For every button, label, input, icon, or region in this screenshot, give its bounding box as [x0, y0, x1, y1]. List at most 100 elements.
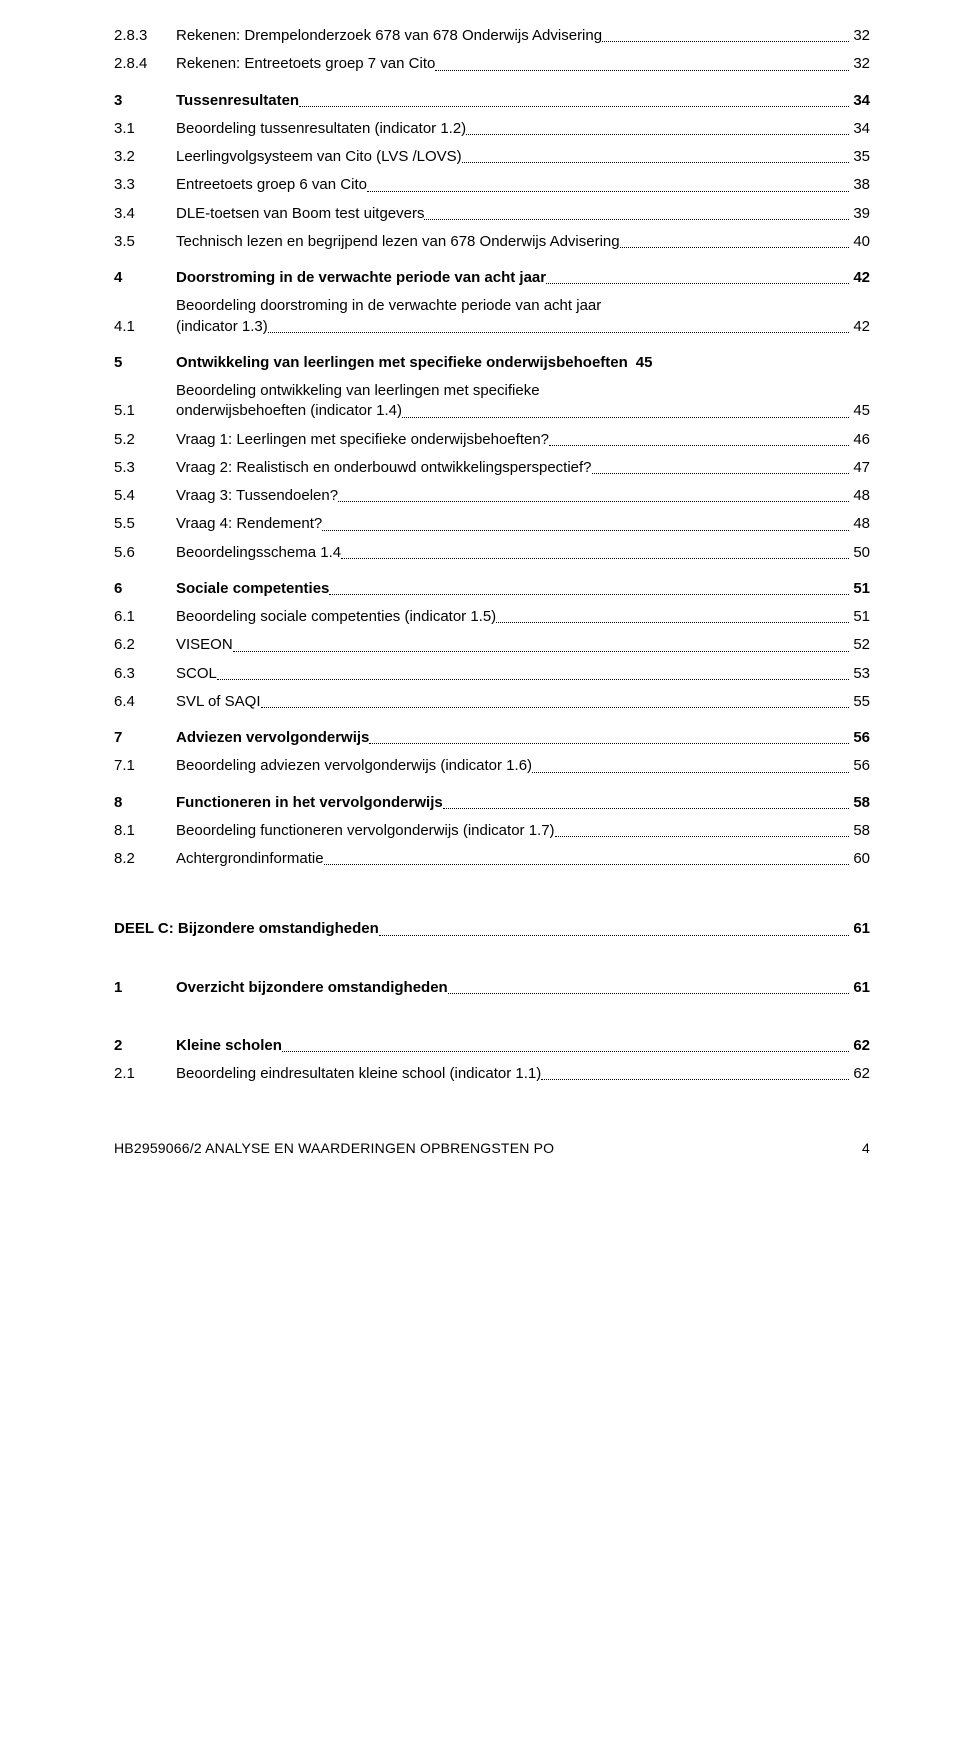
toc-entry-page: 45: [634, 353, 653, 373]
toc-entry-page: 58: [851, 821, 870, 841]
toc-entry: 7.1Beoordeling adviezen vervolgonderwijs…: [114, 756, 870, 776]
toc-entry-label: Ontwikkeling van leerlingen met specifie…: [176, 353, 628, 373]
toc-leader-dots: [233, 650, 850, 652]
toc-entry-label-wrap: SVL of SAQI 55: [176, 692, 870, 712]
toc-entry-label-wrap: Entreetoets groep 6 van Cito38: [176, 175, 870, 195]
toc-leader-dots: [338, 500, 849, 502]
toc-leader-dots: [546, 282, 849, 284]
toc-entry-label: Adviezen vervolgonderwijs: [176, 728, 369, 748]
toc-entry-page: 60: [851, 849, 870, 869]
toc-entry-label-wrap: VISEON52: [176, 635, 870, 655]
toc-entry: 1Overzicht bijzondere omstandigheden61: [114, 978, 870, 998]
toc-entry-label: Vraag 1: Leerlingen met specifieke onder…: [176, 430, 549, 450]
toc-entry-page: 56: [851, 728, 870, 748]
toc-entry-number: 2: [114, 1036, 176, 1056]
toc-entry: 3.3Entreetoets groep 6 van Cito38: [114, 175, 870, 195]
toc-entry-number: 3.4: [114, 204, 176, 224]
toc-leader-dots: [324, 863, 850, 865]
toc-entry-page: 47: [851, 458, 870, 478]
toc-entry: 5Ontwikkeling van leerlingen met specifi…: [114, 353, 870, 373]
toc-entry-number: 4.1: [114, 317, 176, 337]
toc-entry-label-wrap: Ontwikkeling van leerlingen met specifie…: [176, 353, 870, 373]
toc-entry-label-wrap: Beoordeling adviezen vervolgonderwijs (i…: [176, 756, 870, 776]
toc-leader-dots: [555, 835, 850, 837]
toc-entry-page: 58: [851, 793, 870, 813]
toc-entry-number: 3.1: [114, 119, 176, 139]
toc-entry-label: Tussenresultaten: [176, 91, 299, 111]
toc-entry-label: Vraag 2: Realistisch en onderbouwd ontwi…: [176, 458, 592, 478]
toc-entry: 6.3SCOL 53: [114, 664, 870, 684]
toc-entry-label-wrap: Tussenresultaten 34: [176, 91, 870, 111]
toc-entry-page: 46: [851, 430, 870, 450]
toc-entry-label-wrap: Adviezen vervolgonderwijs 56: [176, 728, 870, 748]
toc-entry-label: Technisch lezen en begrijpend lezen van …: [176, 232, 620, 252]
toc-entry-number: 7: [114, 728, 176, 748]
toc-leader-dots: [341, 557, 849, 559]
toc-entry-page: 55: [851, 692, 870, 712]
toc-entry: 7Adviezen vervolgonderwijs 56: [114, 728, 870, 748]
toc-entry-number: 5.4: [114, 486, 176, 506]
toc-entry-label: Beoordeling functioneren vervolgonderwij…: [176, 821, 555, 841]
toc-entry-label: SVL of SAQI: [176, 692, 261, 712]
toc-entry-label: Beoordeling ontwikkeling van leerlingen …: [176, 381, 870, 401]
toc-entry-label-wrap: DEEL C: Bijzondere omstandigheden61: [114, 919, 870, 939]
toc-leader-dots: [435, 69, 849, 71]
toc-entry: 5.5Vraag 4: Rendement?48: [114, 514, 870, 534]
toc-entry: 5.3Vraag 2: Realistisch en onderbouwd on…: [114, 458, 870, 478]
toc-entry-label-wrap: Kleine scholen62: [176, 1036, 870, 1056]
toc-entry-number: 8: [114, 793, 176, 813]
toc-entry-page: 42: [851, 317, 870, 337]
toc-leader-dots: [448, 992, 850, 994]
toc-entry-page: 39: [851, 204, 870, 224]
toc-entry-label: Beoordeling eindresultaten kleine school…: [176, 1064, 541, 1084]
toc-entry: 2Kleine scholen62: [114, 1036, 870, 1056]
toc-entry-label: Rekenen: Drempelonderzoek 678 van 678 On…: [176, 26, 602, 46]
toc-leader-dots: [532, 771, 849, 773]
toc-entry: 3.2Leerlingvolgsysteem van Cito (LVS /LO…: [114, 147, 870, 167]
toc-leader-dots: [602, 40, 849, 42]
toc-entry-label-wrap: SCOL 53: [176, 664, 870, 684]
toc-entry: 6.2VISEON52: [114, 635, 870, 655]
toc-entry-number: 2.8.3: [114, 26, 176, 46]
toc-entry: 8.1Beoordeling functioneren vervolgonder…: [114, 821, 870, 841]
toc-entry-number: 6: [114, 579, 176, 599]
toc-entry-number: 6.3: [114, 664, 176, 684]
toc-entry-label: Beoordeling sociale competenties (indica…: [176, 607, 496, 627]
toc-entry-number: 1: [114, 978, 176, 998]
toc-leader-dots: [541, 1078, 849, 1080]
toc-entry: 5.2Vraag 1: Leerlingen met specifieke on…: [114, 430, 870, 450]
toc-entry-label: DEEL C: Bijzondere omstandigheden: [114, 919, 379, 939]
toc-entry-label-wrap: Beoordeling ontwikkeling van leerlingen …: [176, 381, 870, 422]
toc-entry-page: 51: [851, 579, 870, 599]
toc-entry-page: 62: [851, 1036, 870, 1056]
toc-entry-label-wrap: Beoordeling functioneren vervolgonderwij…: [176, 821, 870, 841]
toc-entry-label: Rekenen: Entreetoets groep 7 van Cito: [176, 54, 435, 74]
toc-entry-label: Overzicht bijzondere omstandigheden: [176, 978, 448, 998]
toc-entry-page: 42: [851, 268, 870, 288]
toc-entry-label: SCOL: [176, 664, 217, 684]
toc-leader-dots: [367, 190, 849, 192]
toc-entry-page: 53: [851, 664, 870, 684]
toc-entry-label: Vraag 3: Tussendoelen?: [176, 486, 338, 506]
toc-entry: 2.1Beoordeling eindresultaten kleine sch…: [114, 1064, 870, 1084]
toc-entry-number: 4: [114, 268, 176, 288]
toc-entry-number: 6.4: [114, 692, 176, 712]
toc-entry-number: 3.3: [114, 175, 176, 195]
toc-leader-dots: [620, 246, 850, 248]
toc-entry: 4.1Beoordeling doorstroming in de verwac…: [114, 296, 870, 337]
toc-entry-label-wrap: Sociale competenties51: [176, 579, 870, 599]
toc-entry-label-wrap: Vraag 2: Realistisch en onderbouwd ontwi…: [176, 458, 870, 478]
toc-entry-label-wrap: Beoordelingsschema 1.450: [176, 543, 870, 563]
toc-entry: 2.8.3Rekenen: Drempelonderzoek 678 van 6…: [114, 26, 870, 46]
toc-entry-label-wrap: Beoordeling eindresultaten kleine school…: [176, 1064, 870, 1084]
toc-entry-number: 5.2: [114, 430, 176, 450]
toc-entry-label-wrap: Beoordeling doorstroming in de verwachte…: [176, 296, 870, 337]
toc-entry-label-wrap: Functioneren in het vervolgonderwijs58: [176, 793, 870, 813]
toc-entry-page: 35: [851, 147, 870, 167]
toc-entry-page: 34: [851, 91, 870, 111]
toc-entry-page: 48: [851, 486, 870, 506]
toc-entry-page: 32: [851, 54, 870, 74]
toc-entry-number: 7.1: [114, 756, 176, 776]
toc-entry-label-wrap: Achtergrondinformatie60: [176, 849, 870, 869]
toc-entry-label-wrap: Beoordeling sociale competenties (indica…: [176, 607, 870, 627]
